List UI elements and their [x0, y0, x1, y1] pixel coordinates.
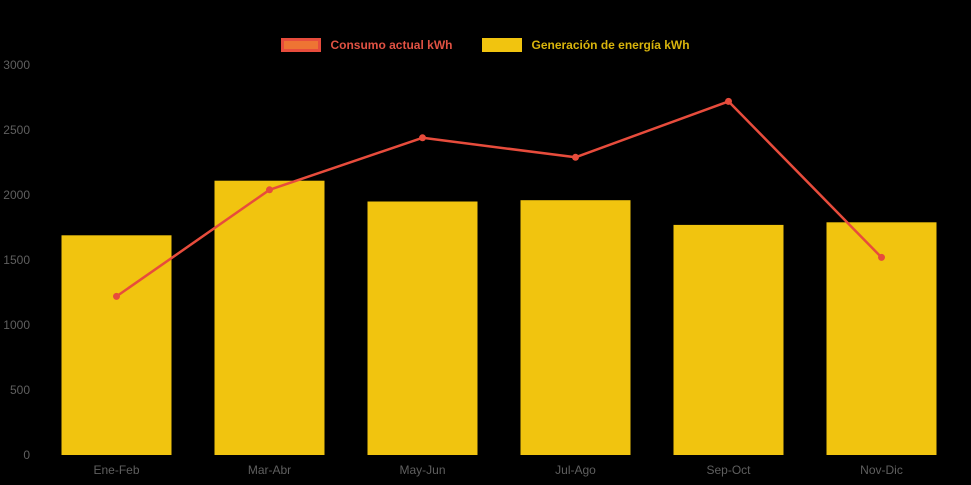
x-tick-label: Mar-Abr [248, 463, 291, 477]
point-Nov-Dic[interactable] [878, 253, 885, 261]
y-tick-label: 0 [23, 448, 30, 462]
y-tick-label: 500 [10, 383, 30, 397]
y-tick-label: 1000 [3, 318, 30, 332]
x-tick-label: Nov-Dic [860, 463, 903, 477]
legend-swatch-consumo [281, 38, 322, 52]
x-tick-label: Jul-Ago [555, 463, 596, 477]
legend-label-generacion: Generación de energía kWh [531, 38, 690, 52]
bar-Sep-Oct[interactable] [673, 224, 784, 455]
y-tick-label: 3000 [3, 58, 30, 72]
y-tick-label: 1500 [3, 253, 30, 267]
x-tick-label: Ene-Feb [93, 463, 139, 477]
point-Mar-Abr[interactable] [266, 186, 273, 194]
legend-label-consumo: Consumo actual kWh [330, 38, 453, 52]
y-tick-label: 2500 [3, 123, 30, 137]
bar-May-Jun[interactable] [367, 201, 478, 456]
point-Ene-Feb[interactable] [113, 292, 120, 300]
legend-item-generacion[interactable]: Generación de energía kWh [482, 38, 690, 52]
bar-Nov-Dic[interactable] [826, 222, 937, 455]
chart-legend: Consumo actual kWh Generación de energía… [0, 38, 971, 52]
x-tick-label: Sep-Oct [706, 463, 751, 477]
consumo-line [115, 100, 883, 298]
bar-Mar-Abr[interactable] [214, 180, 325, 455]
point-Sep-Oct[interactable] [725, 97, 732, 105]
legend-item-consumo[interactable]: Consumo actual kWh [281, 38, 452, 52]
point-May-Jun[interactable] [419, 134, 426, 142]
y-tick-label: 2000 [3, 188, 30, 202]
x-tick-label: May-Jun [399, 463, 445, 477]
legend-swatch-generacion [482, 38, 523, 52]
point-Jul-Ago[interactable] [572, 153, 579, 161]
bar-Jul-Ago[interactable] [520, 200, 631, 455]
